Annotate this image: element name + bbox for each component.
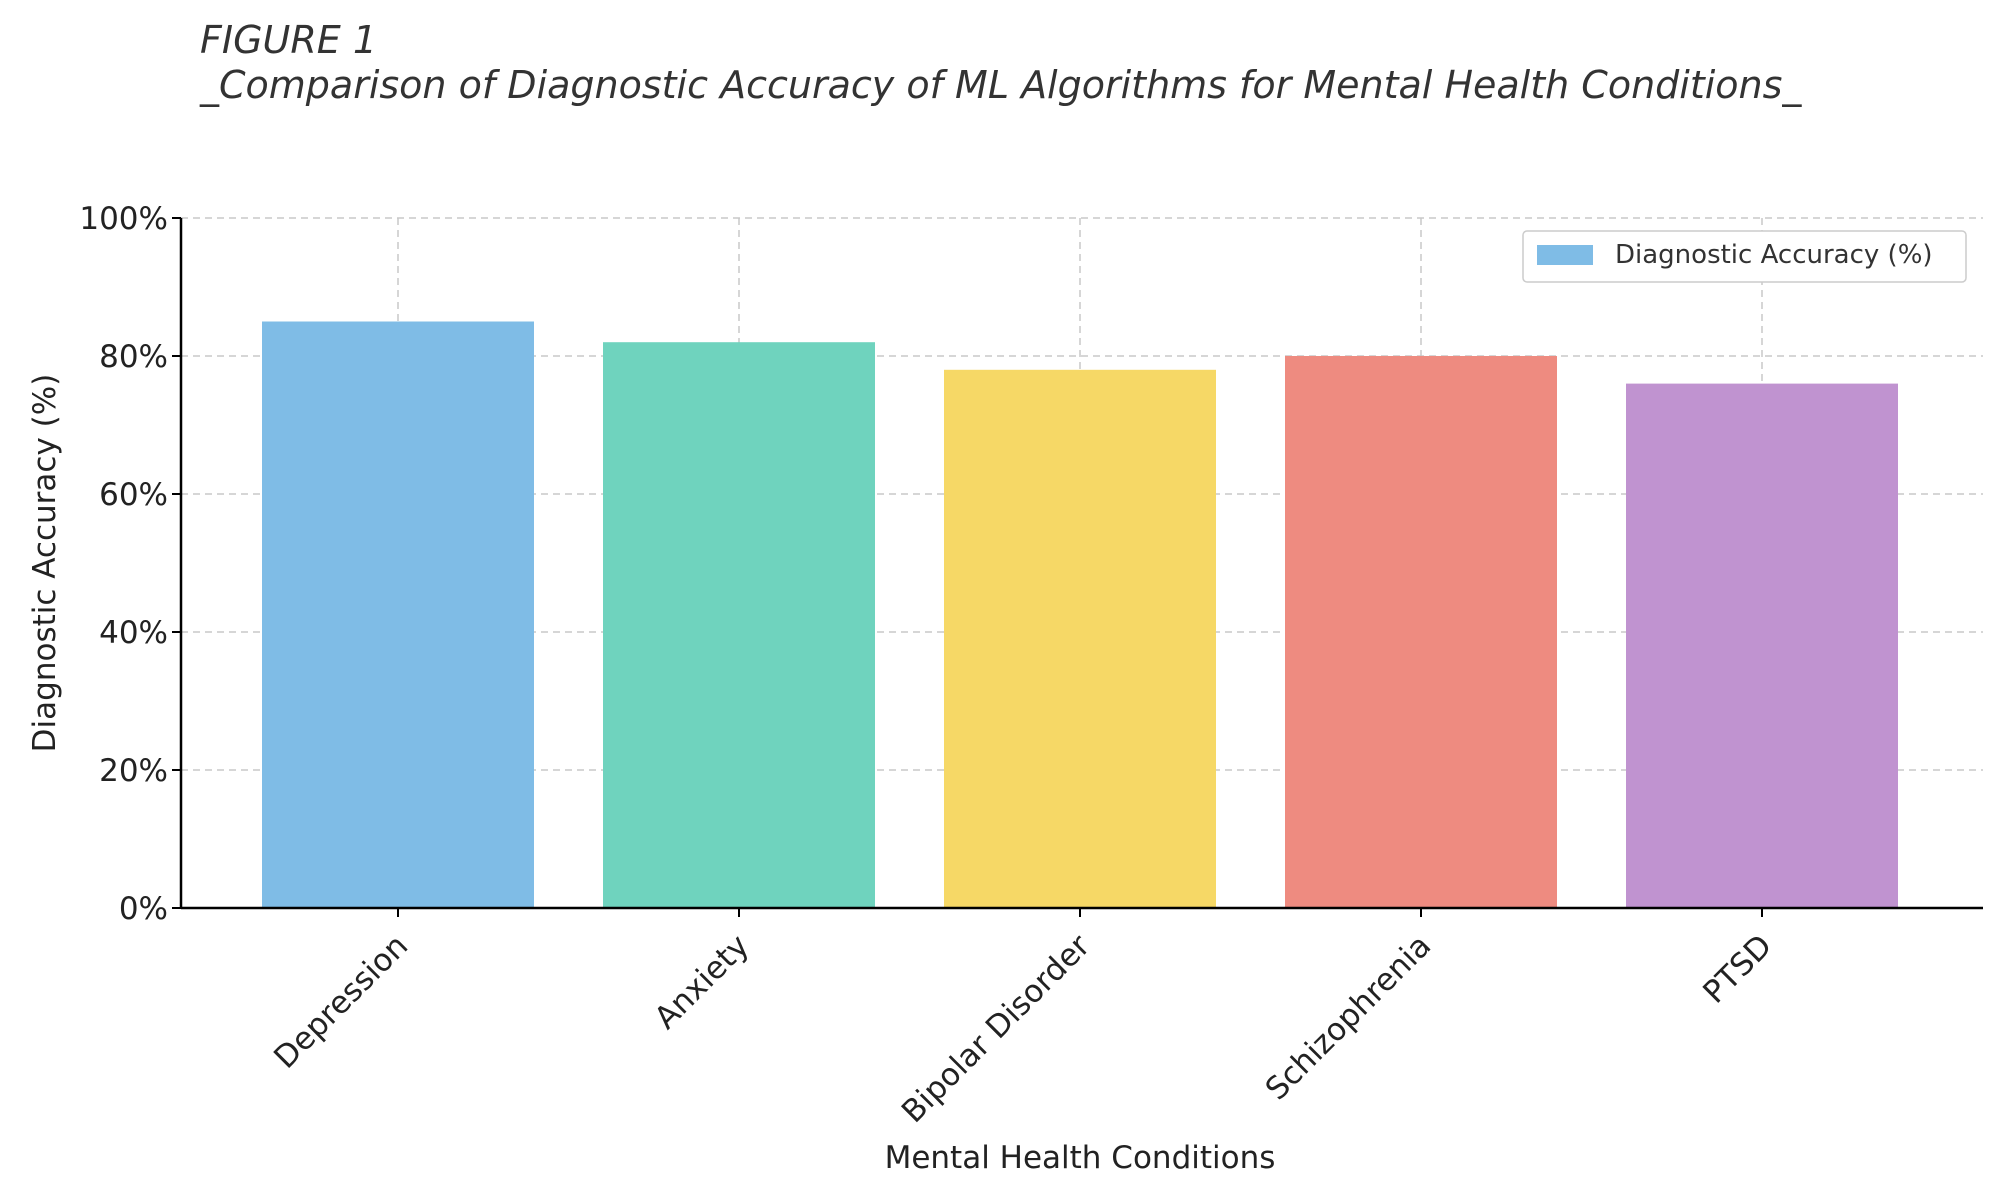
legend-swatch <box>1537 245 1593 265</box>
chart-title: _Comparison of Diagnostic Accuracy of ML… <box>199 63 1802 107</box>
bar-schizophrenia <box>1285 356 1557 908</box>
x-tick-label: Schizophrenia <box>1259 928 1439 1108</box>
y-tick-label: 40% <box>99 615 168 651</box>
x-axis-label: Mental Health Conditions <box>885 1140 1276 1176</box>
y-tick-label: 0% <box>119 891 168 927</box>
y-axis-label: Diagnostic Accuracy (%) <box>27 374 63 753</box>
x-tick-label: Anxiety <box>648 928 756 1036</box>
bars <box>262 321 1898 909</box>
y-tick-label: 100% <box>79 201 168 237</box>
bar-depression <box>262 321 534 908</box>
legend-label: Diagnostic Accuracy (%) <box>1615 240 1933 270</box>
x-tick-label: PTSD <box>1696 928 1779 1011</box>
legend: Diagnostic Accuracy (%) <box>1522 230 1967 283</box>
legend-frame <box>1522 230 1967 283</box>
x-tick-label: Depression <box>267 928 415 1076</box>
bar-ptsd <box>1626 383 1898 909</box>
y-tick-label: 20% <box>99 753 168 789</box>
bar-anxiety <box>603 342 875 908</box>
y-tick-label: 60% <box>99 477 168 513</box>
axes <box>172 217 1983 917</box>
bar-bipolar-disorder <box>944 369 1216 908</box>
y-tick-label: 80% <box>99 339 168 375</box>
x-tick-label: Bipolar Disorder <box>895 928 1097 1130</box>
figure-label: FIGURE 1 <box>200 18 377 62</box>
